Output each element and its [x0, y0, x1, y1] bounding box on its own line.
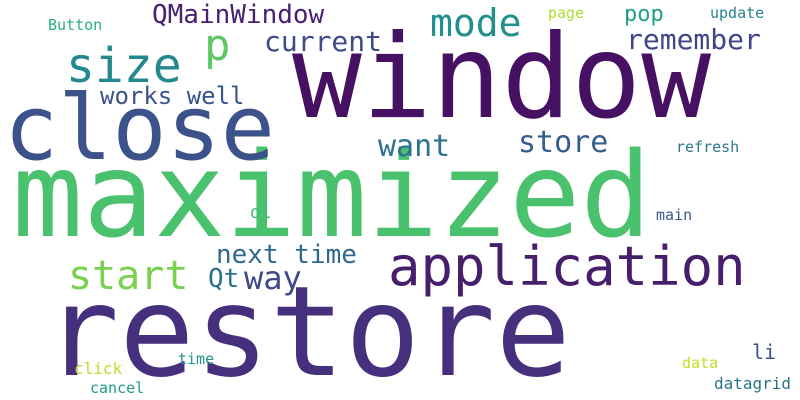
word-button: Button [48, 16, 103, 34]
word-maximized: maximized [12, 126, 652, 264]
word-next-time: next time [216, 240, 357, 270]
word-main: main [656, 206, 693, 224]
word-size: size [66, 38, 182, 94]
word-qmainwindow: QMainWindow [152, 0, 325, 30]
word-way: way [244, 259, 302, 297]
word-pop: pop [624, 2, 664, 27]
word-close: close [4, 76, 275, 181]
word-cancel: cancel [90, 379, 145, 397]
word-window: window [292, 10, 712, 145]
word-page: page [548, 4, 585, 22]
word-works-well: works well [100, 82, 245, 110]
word-refresh: refresh [676, 138, 740, 156]
word-remember: remember [626, 23, 761, 56]
word-want: want [378, 129, 451, 164]
word-qt: Qt [208, 264, 240, 294]
word-start: start [68, 253, 189, 299]
word-data: data [682, 354, 719, 372]
word-update: update [710, 4, 765, 22]
word-store: store [518, 125, 609, 160]
word-current: current [264, 25, 383, 58]
word-li: li [752, 340, 777, 364]
word-p: p [204, 20, 231, 71]
word-time: time [178, 350, 215, 368]
word-ol: ol [250, 202, 272, 223]
word-mode: mode [430, 1, 522, 45]
word-restore: restore [44, 260, 571, 400]
word-application: application [388, 235, 746, 298]
word-click: click [74, 359, 123, 378]
word-datagrid: datagrid [714, 374, 792, 393]
